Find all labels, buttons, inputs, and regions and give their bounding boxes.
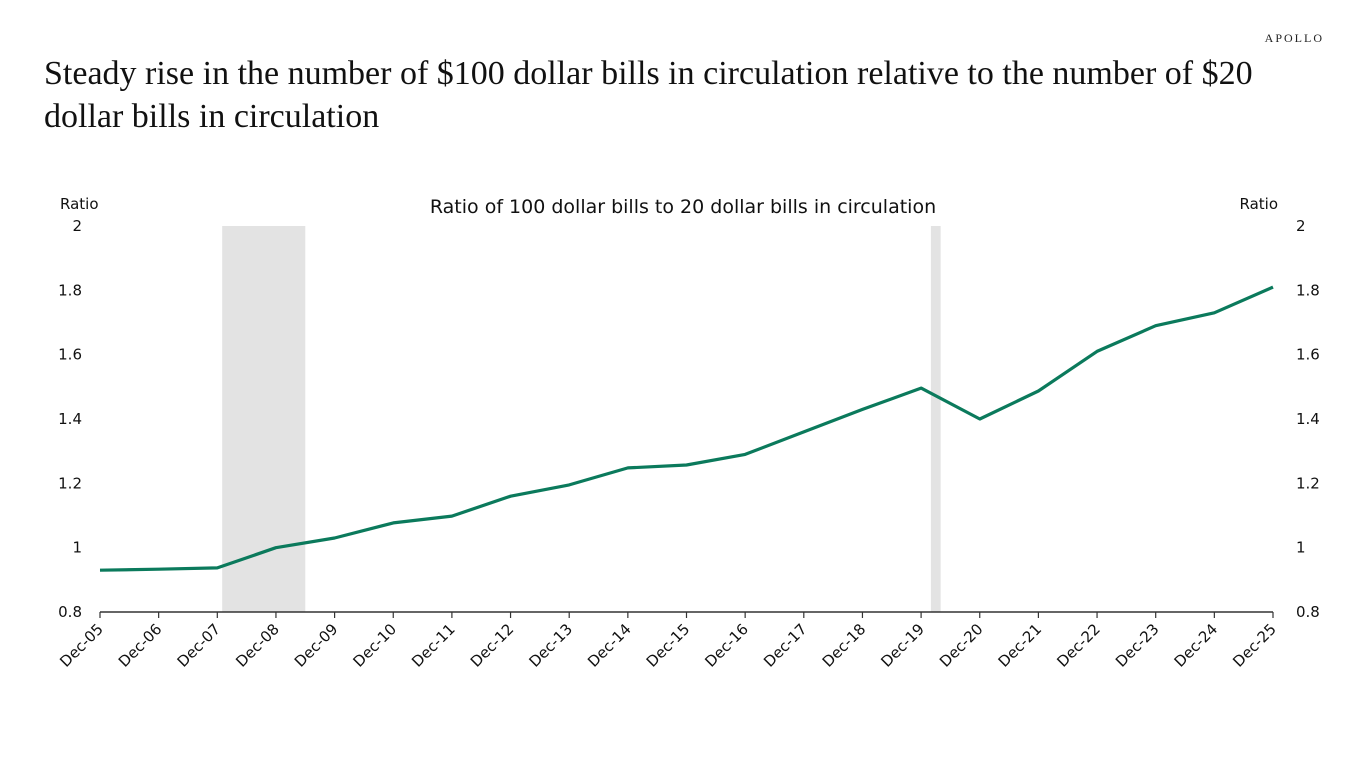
y-axis-label-right: Ratio [1239,195,1278,213]
y-tick-label-left: 1.6 [58,346,82,364]
x-tick-label: Dec-14 [584,620,635,671]
x-tick-label: Dec-16 [701,620,752,671]
y-tick-label-right: 1 [1296,539,1306,557]
y-tick-label-left: 1.2 [58,474,82,492]
x-tick-label: Dec-10 [349,620,400,671]
y-tick-label-right: 1.2 [1296,474,1320,492]
x-tick-label: Dec-18 [819,620,870,671]
x-tick-label: Dec-23 [1112,620,1163,671]
y-tick-label-right: 1.4 [1296,410,1320,428]
x-tick-label: Dec-08 [232,620,283,671]
x-tick-label: Dec-25 [1229,620,1280,671]
y-tick-label-right: 2 [1296,217,1306,235]
apollo-logo: APOLLO [1264,31,1324,45]
y-axis-label-left: Ratio [60,195,99,213]
x-tick-label: Dec-15 [643,620,694,671]
x-tick-label: Dec-11 [408,620,459,671]
y-tick-label-right: 1.6 [1296,346,1320,364]
y-tick-label-left: 2 [72,217,82,235]
y-tick-label-left: 0.8 [58,603,82,621]
page-title: Steady rise in the number of $100 dollar… [44,55,1253,135]
x-tick-label: Dec-06 [115,620,166,671]
y-tick-label-right: 1.8 [1296,281,1320,299]
chart-title: Ratio of 100 dollar bills to 20 dollar b… [430,196,936,218]
y-tick-label-left: 1.8 [58,281,82,299]
x-tick-label: Dec-05 [56,620,107,671]
recession-band [222,226,306,612]
x-tick-label: Dec-07 [174,620,225,671]
x-tick-label: Dec-17 [760,620,811,671]
y-tick-label-left: 1 [72,539,82,557]
x-tick-label: Dec-19 [877,620,928,671]
y-tick-label-right: 0.8 [1296,603,1320,621]
recession-band [930,226,941,612]
x-tick-label: Dec-13 [525,620,576,671]
x-tick-label: Dec-21 [995,620,1046,671]
x-tick-label: Dec-24 [1171,620,1222,671]
x-tick-label: Dec-09 [291,620,342,671]
x-tick-label: Dec-12 [467,620,518,671]
y-tick-label-left: 1.4 [58,410,82,428]
x-tick-label: Dec-20 [936,620,987,671]
x-tick-label: Dec-22 [1053,620,1104,671]
